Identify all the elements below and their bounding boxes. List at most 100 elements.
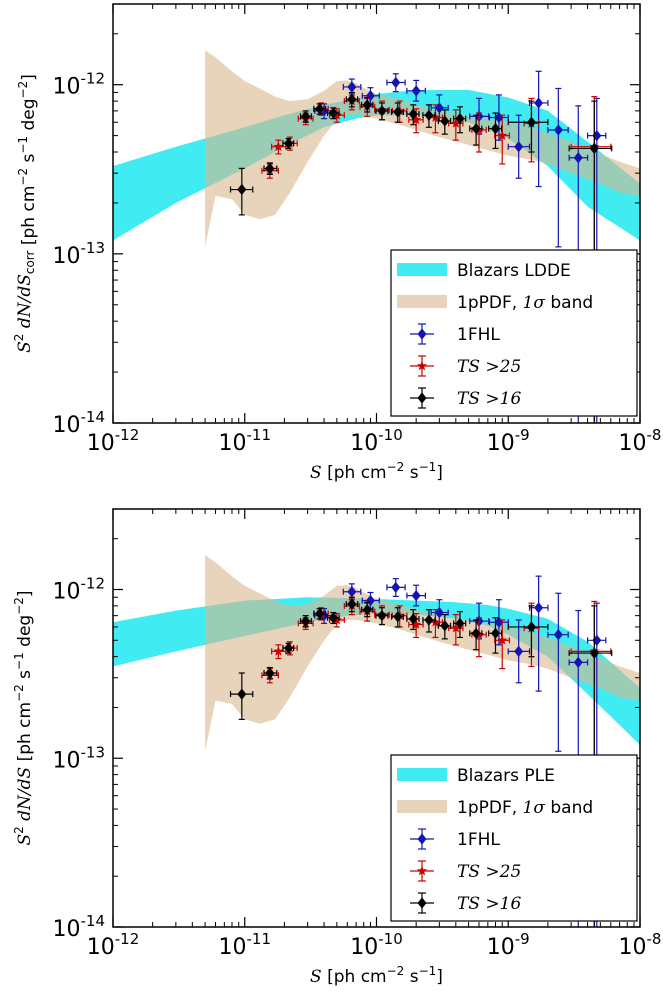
data-point [507, 619, 531, 684]
ticks [112, 4, 641, 424]
data-point [507, 114, 531, 179]
diamond-marker [455, 113, 465, 125]
data-point [313, 607, 327, 620]
star-marker [416, 865, 428, 876]
y-axis-label: S2 dN/dScorr [ph cm−2 s−1 deg−2] [12, 74, 39, 353]
data-point [422, 104, 436, 128]
data-point [299, 615, 312, 628]
diamond-marker [362, 99, 372, 111]
data-point [271, 139, 287, 155]
legend-item: TS >25 [410, 355, 521, 377]
diamond-marker [490, 122, 500, 135]
panel-top: 10-12 10-11 10-10 10-9 10-8 10-14 10-13 10-12 S … [12, 3, 661, 483]
diamond-marker [417, 392, 427, 404]
data-point [469, 619, 483, 651]
diamond-marker [315, 103, 325, 115]
diamond-marker [471, 122, 481, 135]
data-point [453, 106, 467, 134]
diamond-marker [440, 115, 450, 127]
x-tick-label: 10-11 [219, 930, 272, 960]
x-tick-label: 10-9 [487, 930, 530, 960]
y-axis-label: S2 dN/dS [ph cm−2 s−1 deg−2] [12, 590, 35, 845]
data-point [361, 591, 380, 610]
pdf-band [205, 555, 640, 752]
data-point [375, 102, 389, 121]
data-point [406, 104, 420, 126]
data-point [345, 91, 359, 108]
legend-label: 1pPDF, 1σ band [457, 798, 593, 818]
diamond-marker [589, 142, 599, 155]
legend-label: TS >16 [457, 389, 521, 409]
diamond-marker [514, 141, 524, 153]
x-axis-label: S [ph cm−2 s−1] [310, 460, 443, 483]
data-point [282, 642, 295, 654]
data-point [360, 96, 374, 113]
diamond-marker [573, 152, 583, 164]
x-axis-label: S [ph cm−2 s−1] [310, 964, 443, 987]
data-point [229, 167, 254, 216]
diamond-marker [424, 614, 434, 626]
legend-swatch [397, 263, 447, 276]
diamond-marker [347, 93, 357, 105]
data-point [406, 584, 426, 607]
legend-label: 1FHL [457, 325, 500, 345]
legend-item: TS >16 [410, 387, 521, 409]
legend-label: 1FHL [457, 830, 500, 850]
legend-item: Blazars LDDE [397, 261, 571, 281]
diamond-marker [417, 897, 427, 909]
legend-box [390, 249, 638, 417]
diamond-marker [265, 162, 275, 175]
diamond-marker [534, 602, 544, 614]
diamond-marker [553, 124, 563, 136]
diamond-marker [377, 105, 387, 117]
diamond-marker [365, 594, 375, 607]
legend-label: TS >25 [457, 357, 521, 377]
star-marker [273, 141, 284, 152]
data-point [375, 607, 389, 626]
legend-box [390, 754, 638, 922]
pdf-band [205, 50, 640, 247]
diamond-marker [440, 620, 450, 632]
data-point [390, 102, 404, 123]
diamond-marker [526, 621, 536, 633]
data-point [263, 162, 278, 175]
diamond-marker [417, 833, 427, 845]
data-point [408, 108, 424, 134]
legend-swatch [397, 768, 447, 781]
data-point [488, 112, 503, 150]
diamond-marker [237, 183, 247, 196]
diamond-marker [514, 645, 524, 658]
legend-label: 1pPDF, 1σ band [457, 293, 593, 313]
x-tick-label: 10-12 [87, 930, 140, 960]
diamond-marker [391, 581, 401, 593]
data-point [507, 100, 549, 153]
ticks [112, 509, 641, 928]
legend: Blazars LDDE 1pPDF, 1σ band 1FHL TS >25 TS >… [390, 249, 638, 417]
x-tick-label: 10-10 [350, 930, 403, 960]
data-point [326, 107, 340, 120]
data-point [345, 596, 359, 613]
data-point [494, 114, 510, 165]
y-tick-label: 10-14 [53, 408, 106, 438]
data-point [386, 73, 406, 93]
star-marker [273, 646, 284, 656]
diamond-marker [265, 667, 275, 679]
diamond-marker [471, 627, 481, 639]
diamond-marker [424, 109, 434, 121]
legend-swatch [397, 295, 447, 308]
diamond-marker [408, 108, 418, 120]
star-marker [497, 130, 508, 140]
y-tick-label: 10-14 [53, 912, 106, 942]
x-tick-label: 10-8 [619, 930, 662, 960]
diamond-marker [534, 97, 544, 109]
data-point [386, 578, 406, 598]
diamond-marker [301, 110, 311, 122]
data-point [282, 137, 295, 150]
data-point [390, 607, 404, 628]
legend-item: TS >25 [410, 860, 521, 882]
data-point [507, 605, 549, 658]
legend-label: TS >25 [457, 862, 521, 882]
y-tick-label: 10-13 [53, 743, 106, 773]
diamond-marker [417, 328, 427, 340]
